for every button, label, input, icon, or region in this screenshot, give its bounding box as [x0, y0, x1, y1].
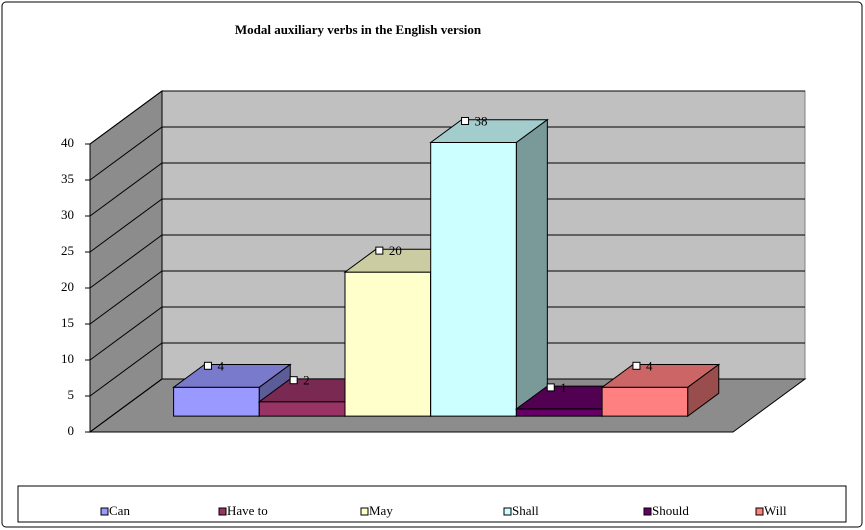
- legend-marker: [218, 507, 227, 516]
- data-label: 2: [303, 373, 310, 388]
- legend-label: Will: [764, 503, 787, 518]
- bar-side: [515, 118, 548, 418]
- chart-title: Modal auxiliary verbs in the English ver…: [235, 22, 482, 37]
- legend-label: Can: [109, 503, 130, 518]
- data-label: 1: [560, 380, 567, 395]
- label-marker: [289, 376, 298, 385]
- bar-front: [430, 142, 517, 417]
- plot-area: 0 5 10 15 20 25 30 35 40 4 2 20 38 1 4: [61, 90, 807, 438]
- y-tick-label: 25: [61, 243, 74, 258]
- label-marker: [546, 383, 555, 392]
- legend-label: Should: [652, 503, 689, 518]
- legend-marker: [503, 507, 512, 516]
- y-tick-label: 15: [61, 315, 74, 330]
- legend-label: Shall: [512, 503, 539, 518]
- grid-line: [89, 306, 805, 361]
- grid-line: [89, 342, 805, 397]
- legend: Can Have to May Shall Should Will: [100, 503, 787, 518]
- bar-front: [344, 271, 432, 417]
- y-tick-label: 30: [61, 207, 74, 222]
- bar: [172, 363, 292, 418]
- grid-line: [89, 378, 805, 433]
- legend-box: [17, 485, 847, 523]
- y-tick-label: 20: [61, 279, 74, 294]
- legend-label: Have to: [227, 503, 268, 518]
- label-marker: [375, 246, 384, 255]
- legend-marker: [755, 507, 764, 516]
- bar: [600, 363, 721, 418]
- data-label: 20: [389, 243, 402, 258]
- y-tick-label: 5: [68, 387, 75, 402]
- grid-line: [89, 234, 805, 289]
- data-label: 4: [646, 358, 653, 373]
- grid-line: [89, 126, 805, 181]
- bar-front: [601, 386, 689, 417]
- bar-front: [173, 386, 260, 417]
- bar-front: [515, 408, 603, 417]
- legend-marker: [100, 507, 109, 516]
- y-tick-label: 40: [61, 135, 74, 150]
- y-tick-label: 0: [68, 423, 75, 438]
- bar-front: [258, 401, 346, 417]
- grid-line: [89, 270, 805, 325]
- legend-marker: [643, 507, 652, 516]
- grid-line: [89, 90, 805, 145]
- y-tick-label: 10: [61, 351, 74, 366]
- legend-marker: [360, 507, 369, 516]
- data-label: 4: [217, 358, 224, 373]
- label-marker: [203, 361, 212, 370]
- bar: [429, 118, 549, 418]
- data-label: 38: [475, 113, 488, 128]
- label-marker: [632, 361, 641, 370]
- grid-line: [89, 162, 805, 217]
- y-tick-label: 35: [61, 171, 74, 186]
- label-marker: [461, 117, 470, 125]
- legend-label: May: [369, 503, 393, 518]
- bar-side: [687, 363, 720, 418]
- grid-line: [89, 198, 805, 253]
